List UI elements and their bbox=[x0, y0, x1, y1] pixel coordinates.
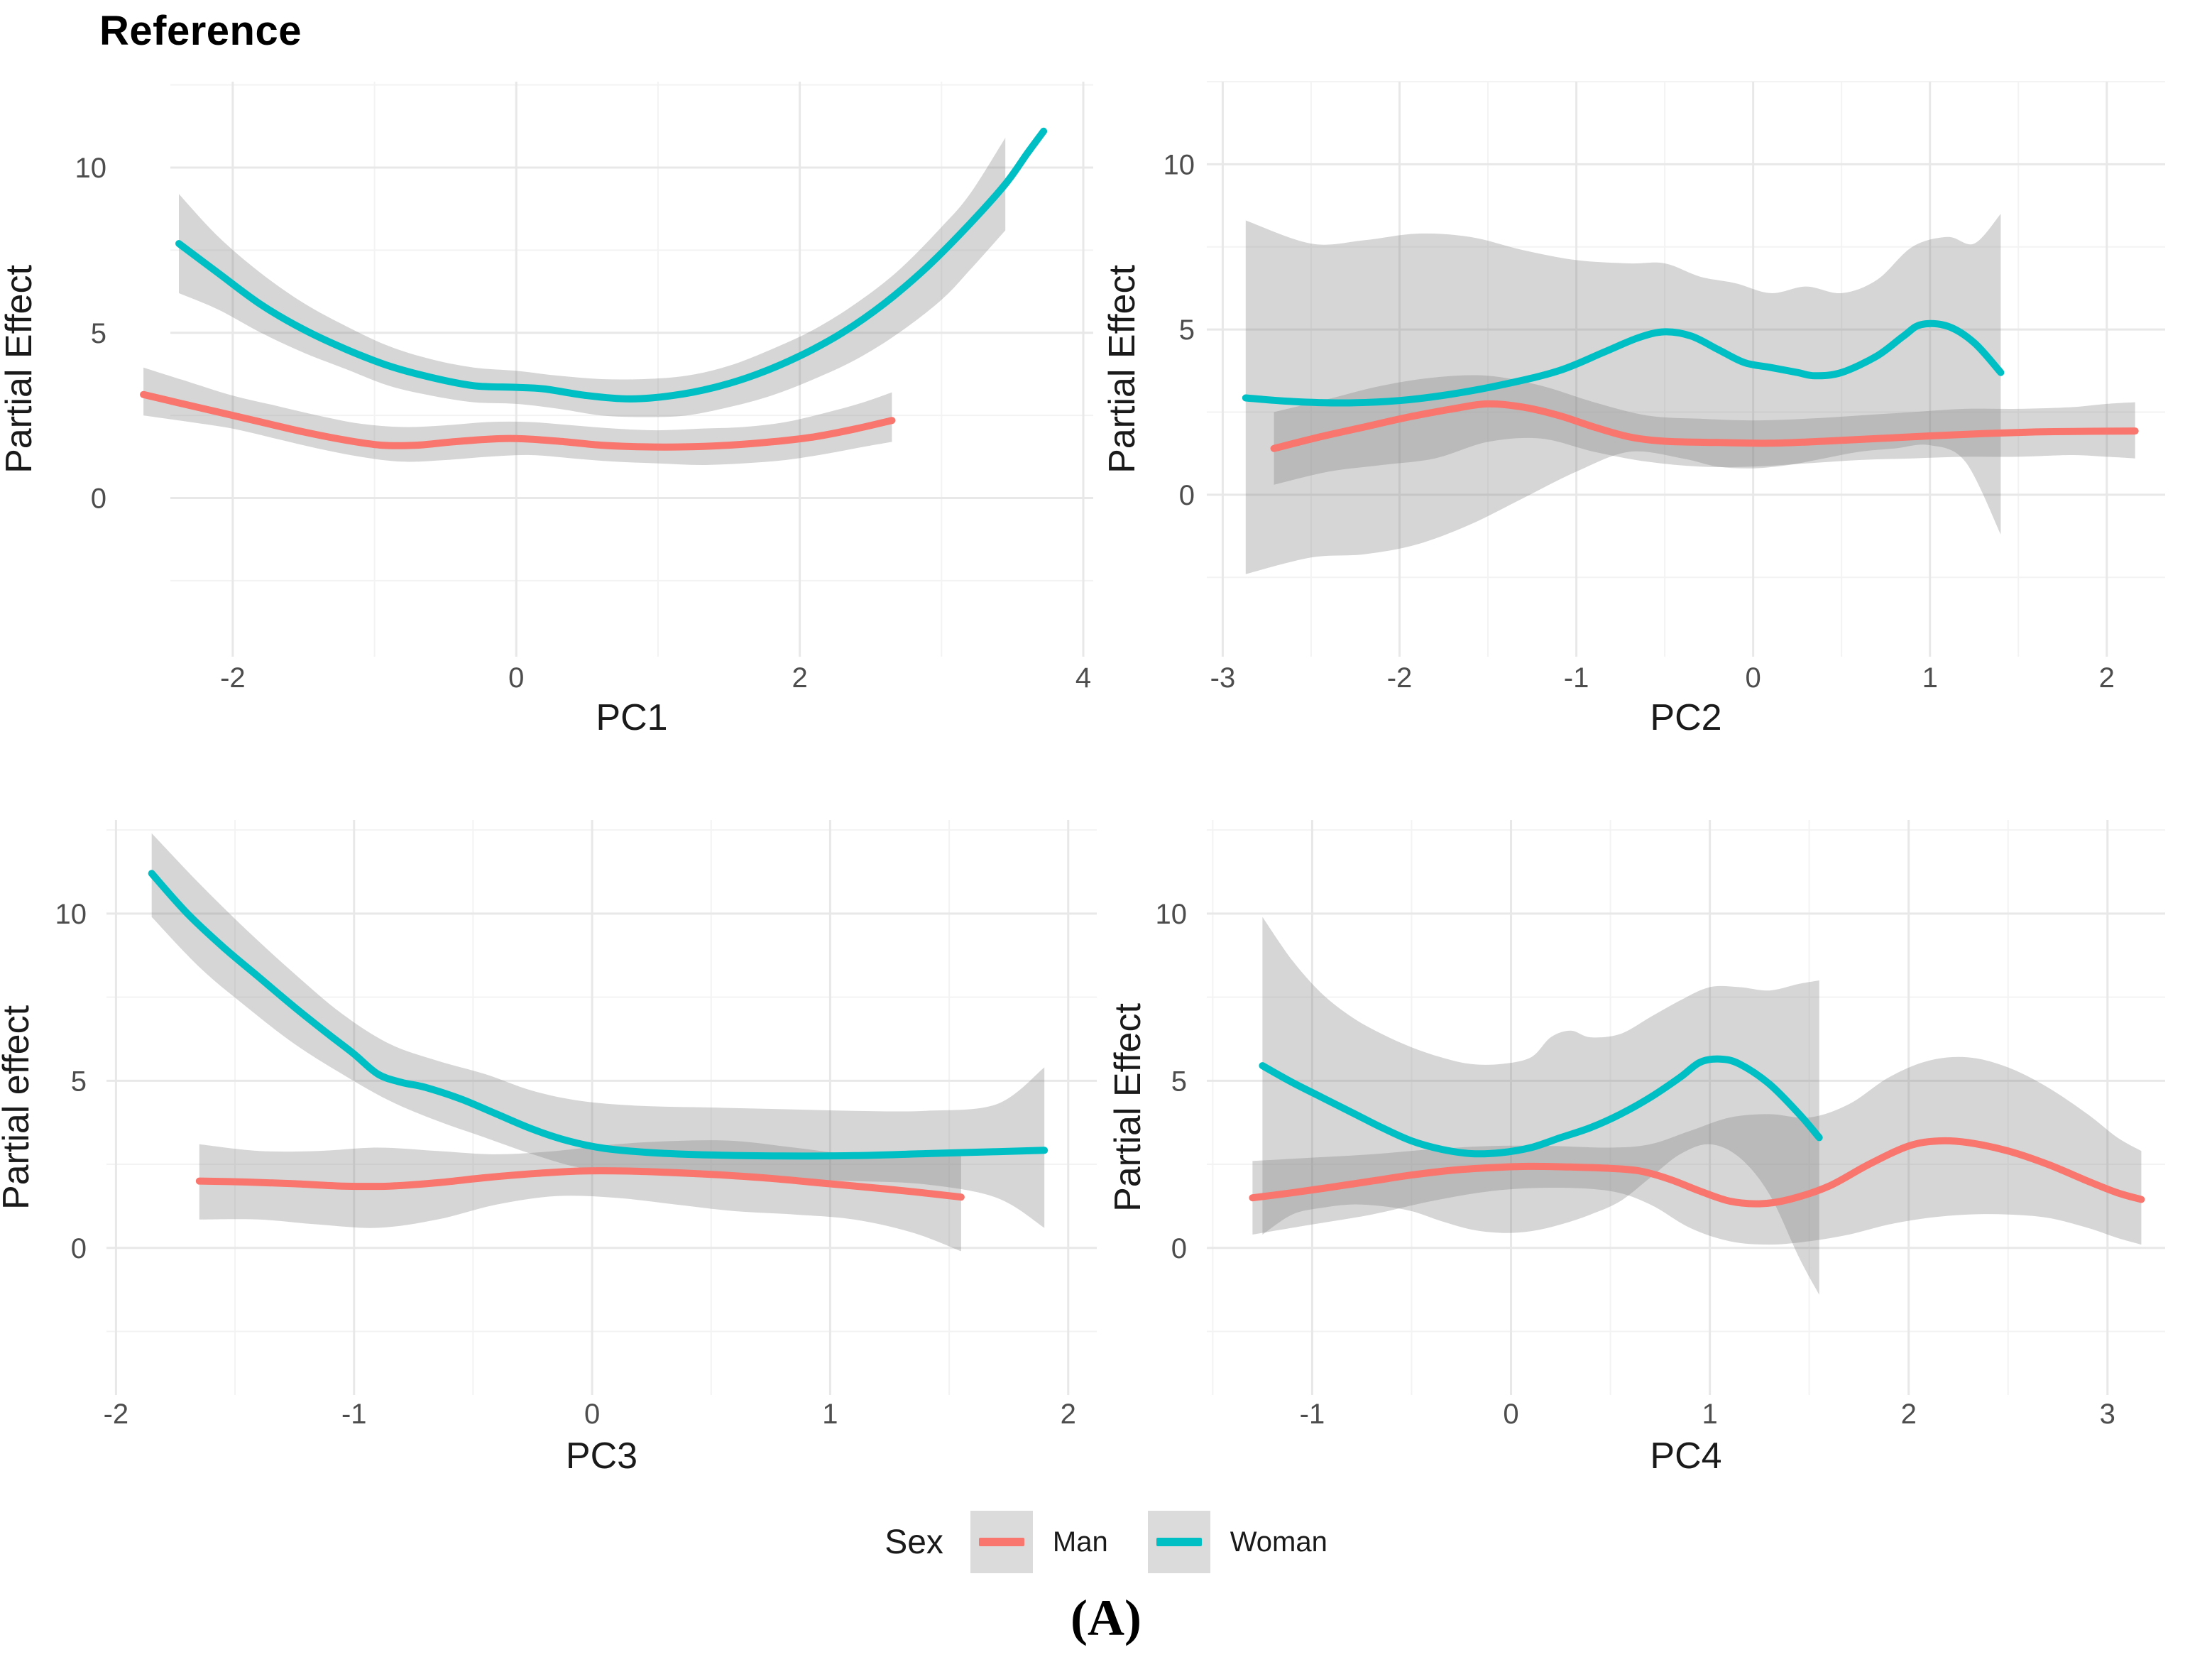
man-line bbox=[1270, 400, 2139, 452]
legend-key-line-icon bbox=[978, 1538, 1024, 1546]
woman-ci-band bbox=[151, 833, 1045, 1228]
woman-ci-band bbox=[1262, 917, 1819, 1295]
woman-line bbox=[175, 127, 1048, 403]
x-tick-label: -2 bbox=[220, 662, 246, 694]
y-tick-label: 5 bbox=[1179, 315, 1195, 346]
y-tick-label: 5 bbox=[91, 318, 106, 349]
legend-label: Man bbox=[1052, 1526, 1108, 1558]
x-tick-label: 0 bbox=[508, 662, 524, 694]
chart-svg-pc1: -2 0 2 4 0 5 10 PC1 Partial Effect bbox=[0, 82, 1093, 738]
legend-items: Man Woman bbox=[970, 1511, 1327, 1573]
y-tick-label: 0 bbox=[1179, 480, 1195, 511]
caption: (A) bbox=[1071, 1590, 1141, 1646]
panel-pc3: -2 -1 0 1 2 0 5 10 PC3 Partial effect bbox=[0, 774, 1106, 1491]
legend-label: Woman bbox=[1230, 1526, 1327, 1558]
woman-line bbox=[148, 870, 1048, 1160]
panel-pc4: -1 0 1 2 3 0 5 10 PC4 Partial Effect bbox=[1106, 774, 2212, 1491]
man-line bbox=[1249, 1137, 2145, 1208]
x-tick-label: -1 bbox=[341, 1399, 367, 1430]
y-axis-title: Partial effect bbox=[0, 1005, 37, 1210]
woman-line bbox=[1242, 319, 2005, 407]
y-axis-title: Partial Effect bbox=[0, 265, 40, 474]
x-tick-label: 2 bbox=[2099, 662, 2115, 694]
x-tick-label: 0 bbox=[1503, 1399, 1518, 1430]
y-tick-label: 10 bbox=[1156, 899, 1188, 930]
legend-item-man: Man bbox=[970, 1511, 1108, 1573]
y-tick-label: 0 bbox=[71, 1233, 87, 1264]
legend-title: Sex bbox=[885, 1523, 943, 1561]
panel-pc2: -3 -2 -1 0 1 2 0 5 10 PC2 Partial Effect bbox=[1106, 43, 2212, 745]
chart-svg-pc2: -3 -2 -1 0 1 2 0 5 10 PC2 Partial Effect bbox=[1106, 81, 2165, 738]
y-tick-label: 5 bbox=[71, 1066, 87, 1097]
x-tick-label: -2 bbox=[1387, 662, 1413, 694]
y-axis-title: Partial Effect bbox=[1107, 1003, 1149, 1212]
chart-svg-pc4: -1 0 1 2 3 0 5 10 PC4 Partial Effect bbox=[1107, 820, 2165, 1477]
y-tick-label: 10 bbox=[1164, 149, 1195, 180]
woman-line bbox=[1259, 1055, 1823, 1158]
man-ci-band bbox=[199, 1140, 961, 1252]
x-tick-label: -3 bbox=[1210, 662, 1236, 694]
legend-item-woman: Woman bbox=[1147, 1511, 1327, 1573]
woman-ci-band bbox=[1245, 214, 2001, 574]
y-tick-label: 0 bbox=[91, 483, 106, 515]
x-axis-title: PC1 bbox=[596, 697, 667, 738]
x-tick-label: -2 bbox=[104, 1399, 129, 1430]
legend-key-woman bbox=[1147, 1511, 1210, 1573]
man-ci-band bbox=[1252, 1056, 2142, 1245]
x-tick-label: -1 bbox=[1300, 1399, 1325, 1430]
x-tick-label: 0 bbox=[1746, 662, 1761, 694]
x-tick-label: 4 bbox=[1075, 662, 1091, 694]
x-tick-label: 2 bbox=[1901, 1399, 1917, 1430]
y-tick-label: 10 bbox=[75, 153, 107, 184]
man-line bbox=[140, 390, 896, 451]
y-axis-title: Partial Effect bbox=[1106, 265, 1143, 474]
x-tick-label: 0 bbox=[584, 1399, 600, 1430]
legend-key-line-icon bbox=[1156, 1538, 1202, 1546]
figure-title: Reference bbox=[99, 8, 302, 54]
woman-ci-band bbox=[179, 138, 1006, 417]
x-tick-label: 1 bbox=[1702, 1399, 1717, 1430]
x-axis-title: PC3 bbox=[566, 1435, 637, 1477]
y-tick-label: 5 bbox=[1171, 1066, 1187, 1097]
x-tick-label: 3 bbox=[2100, 1399, 2115, 1430]
legend-key-man bbox=[970, 1511, 1033, 1573]
x-tick-label: 2 bbox=[792, 662, 808, 694]
man-line bbox=[195, 1167, 965, 1201]
chart-svg-pc3: -2 -1 0 1 2 0 5 10 PC3 Partial effect bbox=[0, 820, 1097, 1477]
panel-pc1: -2 0 2 4 0 5 10 PC1 Partial Effect bbox=[0, 43, 1106, 745]
sex-legend: Sex Man Woman bbox=[0, 1511, 2212, 1573]
x-tick-label: 2 bbox=[1061, 1399, 1076, 1430]
x-axis-title: PC2 bbox=[1650, 697, 1721, 738]
x-tick-label: 1 bbox=[1922, 662, 1938, 694]
x-tick-label: 1 bbox=[822, 1399, 838, 1430]
y-tick-label: 10 bbox=[55, 899, 87, 930]
x-tick-label: -1 bbox=[1564, 662, 1589, 694]
y-tick-label: 0 bbox=[1171, 1233, 1187, 1264]
x-axis-title: PC4 bbox=[1650, 1435, 1721, 1477]
